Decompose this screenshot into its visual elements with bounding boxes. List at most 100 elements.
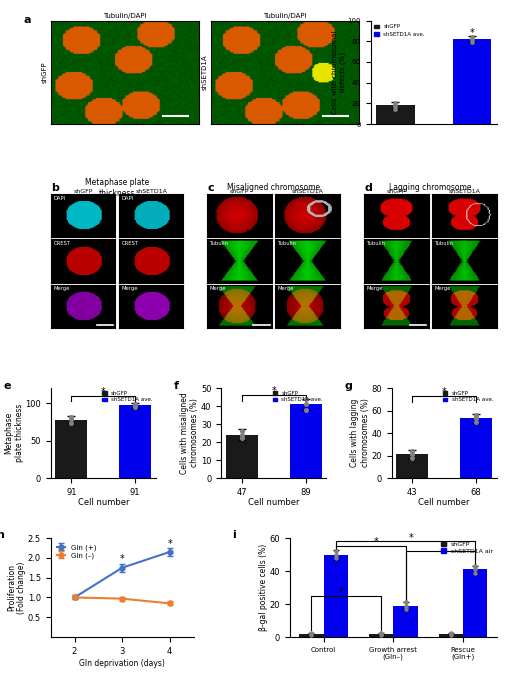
Legend: shGFP, shSETD1A ave.: shGFP, shSETD1A ave. xyxy=(443,391,494,403)
Point xyxy=(471,564,479,575)
Y-axis label: shGFP: shGFP xyxy=(42,62,48,83)
Text: CREST: CREST xyxy=(121,241,138,246)
Text: Tubulin: Tubulin xyxy=(367,241,386,246)
Text: Tubulin: Tubulin xyxy=(434,241,454,246)
Text: e: e xyxy=(4,381,11,391)
Text: g: g xyxy=(344,381,352,391)
Y-axis label: shSETD1A: shSETD1A xyxy=(202,55,208,90)
Text: Merge: Merge xyxy=(434,286,451,291)
Text: *: * xyxy=(101,387,105,397)
Text: Metaphase plate
thickness: Metaphase plate thickness xyxy=(85,178,149,198)
Y-axis label: Cells with chromosomal
defects (%): Cells with chromosomal defects (%) xyxy=(333,31,346,114)
Point xyxy=(238,429,246,440)
Text: *: * xyxy=(374,538,378,547)
X-axis label: Gln deprivation (days): Gln deprivation (days) xyxy=(79,658,165,668)
Point xyxy=(377,629,385,640)
Point xyxy=(67,417,76,428)
Point xyxy=(307,629,315,640)
Bar xyxy=(323,555,348,637)
Point xyxy=(471,560,479,571)
Text: *: * xyxy=(469,28,475,38)
Text: *: * xyxy=(408,532,413,543)
Text: *: * xyxy=(443,543,448,552)
Text: c: c xyxy=(207,183,214,193)
Point xyxy=(408,445,416,456)
Y-axis label: β-gal positive cells (%): β-gal positive cells (%) xyxy=(259,544,268,631)
Y-axis label: Cells with lagging
chromosomes (%): Cells with lagging chromosomes (%) xyxy=(350,399,370,467)
Legend: shGFP, shSETD1A ave.: shGFP, shSETD1A ave. xyxy=(373,23,426,38)
Text: Merge: Merge xyxy=(278,286,295,291)
Title: shSETD1A: shSETD1A xyxy=(292,188,324,194)
Point xyxy=(468,32,476,42)
Point xyxy=(471,567,479,578)
X-axis label: Cell number: Cell number xyxy=(78,498,129,507)
Point xyxy=(402,597,410,608)
Text: DAPI: DAPI xyxy=(121,196,133,201)
Title: shGFP: shGFP xyxy=(230,188,249,194)
Legend: shGFP, shSETD1A ave.: shGFP, shSETD1A ave. xyxy=(272,391,323,403)
Point xyxy=(377,628,385,639)
Title: Tubulin/DAPI: Tubulin/DAPI xyxy=(263,14,307,19)
Point xyxy=(402,603,410,614)
Point xyxy=(131,401,139,412)
Text: f: f xyxy=(174,381,179,391)
Bar xyxy=(299,634,323,637)
Text: Merge: Merge xyxy=(367,286,383,291)
Text: a: a xyxy=(24,15,31,25)
Bar xyxy=(439,634,463,637)
Point xyxy=(402,600,410,611)
Point xyxy=(307,627,315,638)
Bar xyxy=(460,419,492,478)
Text: *: * xyxy=(120,554,125,564)
Point xyxy=(302,399,310,410)
Legend: shGFP, shSETD1A ave.: shGFP, shSETD1A ave. xyxy=(101,391,153,403)
Point xyxy=(67,413,76,424)
Point xyxy=(447,627,455,638)
Text: *: * xyxy=(167,539,172,549)
Point xyxy=(332,549,340,560)
Point xyxy=(302,393,310,404)
Bar xyxy=(396,454,428,478)
Bar xyxy=(119,406,151,478)
Text: DAPI: DAPI xyxy=(53,196,65,201)
Point xyxy=(131,400,139,411)
Bar xyxy=(226,435,258,478)
Point xyxy=(332,552,340,563)
Point xyxy=(472,413,480,424)
X-axis label: Cell number: Cell number xyxy=(248,498,300,507)
Y-axis label: Metaphase
plate thickness: Metaphase plate thickness xyxy=(5,404,24,462)
Text: Tubulin: Tubulin xyxy=(278,241,297,246)
Point xyxy=(67,412,76,423)
Point xyxy=(447,629,455,640)
Title: shGFP: shGFP xyxy=(74,188,93,194)
Point xyxy=(447,628,455,639)
Text: *: * xyxy=(271,386,276,397)
Bar xyxy=(453,39,491,124)
Point xyxy=(377,627,385,638)
Title: shGFP: shGFP xyxy=(387,188,406,194)
Point xyxy=(238,433,246,444)
Text: *: * xyxy=(442,387,447,397)
Text: CREST: CREST xyxy=(53,241,70,246)
Bar xyxy=(55,419,87,478)
Y-axis label: Proliferation
(Fold change): Proliferation (Fold change) xyxy=(7,562,26,614)
Legend: shGFP, shSETD1A air: shGFP, shSETD1A air xyxy=(441,541,494,554)
Point xyxy=(468,37,476,48)
Text: Merge: Merge xyxy=(210,286,227,291)
Text: Tubulin: Tubulin xyxy=(210,241,229,246)
Point xyxy=(332,546,340,557)
Point xyxy=(131,398,139,409)
Y-axis label: Cells with misaligned
chromosomes (%): Cells with misaligned chromosomes (%) xyxy=(180,393,199,474)
Point xyxy=(391,98,400,109)
Text: d: d xyxy=(364,183,372,193)
Text: h: h xyxy=(0,530,4,540)
Text: b: b xyxy=(51,183,59,193)
Title: shSETD1A: shSETD1A xyxy=(449,188,481,194)
Text: Merge: Merge xyxy=(53,286,70,291)
Point xyxy=(307,628,315,639)
Legend: Gln (+), Gln (–): Gln (+), Gln (–) xyxy=(54,542,99,562)
Point xyxy=(238,426,246,437)
Bar xyxy=(393,606,418,637)
Point xyxy=(391,103,400,114)
Text: Misaligned chromosome: Misaligned chromosome xyxy=(227,184,320,192)
